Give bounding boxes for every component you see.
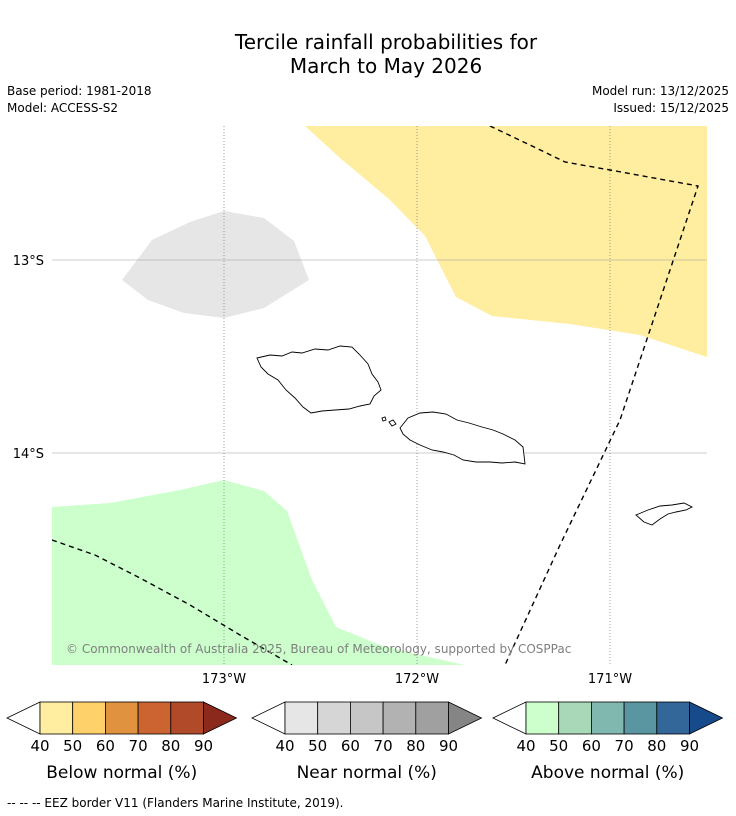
colorbar-legend: 40 50 60 70 80 90 Below normal (%) 40 50 60 70 80 9… [6,701,724,783]
colorbar-below-normal: 40 50 60 70 80 90 Below normal (%) [6,701,238,783]
colorbar-above-normal-tick: 90 [680,737,699,755]
base-period: Base period: 1981-2018 [7,84,152,98]
title-line-1: Tercile rainfall probabilities for [234,30,538,54]
near-normal-region [122,211,309,318]
colorbar-near-normal-tick: 40 [275,737,294,755]
islands [256,345,694,526]
manono-islet [388,419,397,427]
colorbar-below-normal-segment [137,701,172,735]
tutuila-island [635,502,694,526]
apolima-islet [381,416,387,422]
colorbar-above-normal-low-extend [492,701,527,735]
lon-label-171w: 171°W [588,672,632,687]
latitude-gridlines [52,259,707,454]
title-line-2: March to May 2026 [289,54,483,78]
colorbar-below-normal-tick: 60 [96,737,115,755]
map: 13°S 14°S 173°W 172°W 171°W © Commonweal… [13,126,707,687]
colorbar-near-normal-segment [349,701,384,735]
colorbar-near-normal-segment [415,701,449,735]
colorbar-near-normal-title: Near normal (%) [297,763,437,783]
colorbar-near-normal-segment [284,701,319,735]
savaii-island [256,345,382,414]
colorbar-below-normal-segment [170,701,204,735]
colorbar-above-normal-tick: 50 [549,737,568,755]
model-run: Model run: 13/12/2025 [591,84,729,98]
colorbar-near-normal-tick: 60 [341,737,360,755]
colorbar-above-normal: 40 50 60 70 80 90 Above normal (%) [492,701,724,783]
above-normal-region [52,480,465,665]
colorbar-above-normal-tick: 70 [615,737,634,755]
colorbar-below-normal-tick: 90 [194,737,213,755]
colorbar-above-normal-segment [656,701,690,735]
colorbar-below-normal-segment [105,701,139,735]
colorbar-below-normal-low-extend [6,701,41,735]
colorbar-near-normal-segment [317,701,351,735]
colorbar-near-normal-low-extend [251,701,286,735]
issued-date: Issued: 15/12/2025 [613,101,729,115]
colorbar-above-normal-tick: 80 [647,737,666,755]
colorbar-above-normal-title: Above normal (%) [531,763,684,783]
upolu-island [399,411,526,465]
chart-title: Tercile rainfall probabilities for March… [0,30,736,78]
lat-label-14s: 14°S [13,447,44,462]
colorbar-near-normal-tick: 70 [374,737,393,755]
colorbar-below-normal-tick: 50 [63,737,82,755]
colorbar-above-normal-segment [558,701,592,735]
colorbar-above-normal-tick: 40 [516,737,535,755]
meta-left: Base period: 1981-2018 Model: ACCESS-S2 [7,83,152,117]
colorbar-near-normal-tick: 80 [406,737,425,755]
colorbar-near-normal-tick: 90 [439,737,458,755]
colorbar-below-normal-segment [39,701,74,735]
colorbar-below-normal-segment [72,701,106,735]
colorbar-near-normal-segment [382,701,417,735]
colorbar-near-normal-high-extend [448,701,483,735]
colorbar-above-normal-high-extend [689,701,724,735]
colorbar-below-normal-tick: 40 [30,737,49,755]
colorbar-below-normal-title: Below normal (%) [46,763,197,783]
colorbar-below-normal-tick: 70 [129,737,148,755]
colorbar-above-normal-segment [623,701,658,735]
colorbar-above-normal-segment [525,701,560,735]
copyright-watermark: © Commonwealth of Australia 2025, Bureau… [66,642,571,656]
colorbar-near-normal-tick: 50 [308,737,327,755]
lon-label-172w: 172°W [395,672,439,687]
meta-right: Model run: 13/12/2025 Issued: 15/12/2025 [592,83,729,117]
below-normal-region [305,126,707,357]
lat-label-13s: 13°S [13,254,44,269]
eez-border [52,126,699,665]
lon-label-173w: 173°W [202,672,246,687]
colorbar-below-normal-tick: 80 [161,737,180,755]
model-name: Model: ACCESS-S2 [7,101,119,115]
colorbar-below-normal-high-extend [203,701,238,735]
colorbar-above-normal-tick: 60 [582,737,601,755]
colorbar-above-normal-segment [591,701,625,735]
eez-footnote: -- -- -- EEZ border V11 (Flanders Marine… [7,796,344,810]
